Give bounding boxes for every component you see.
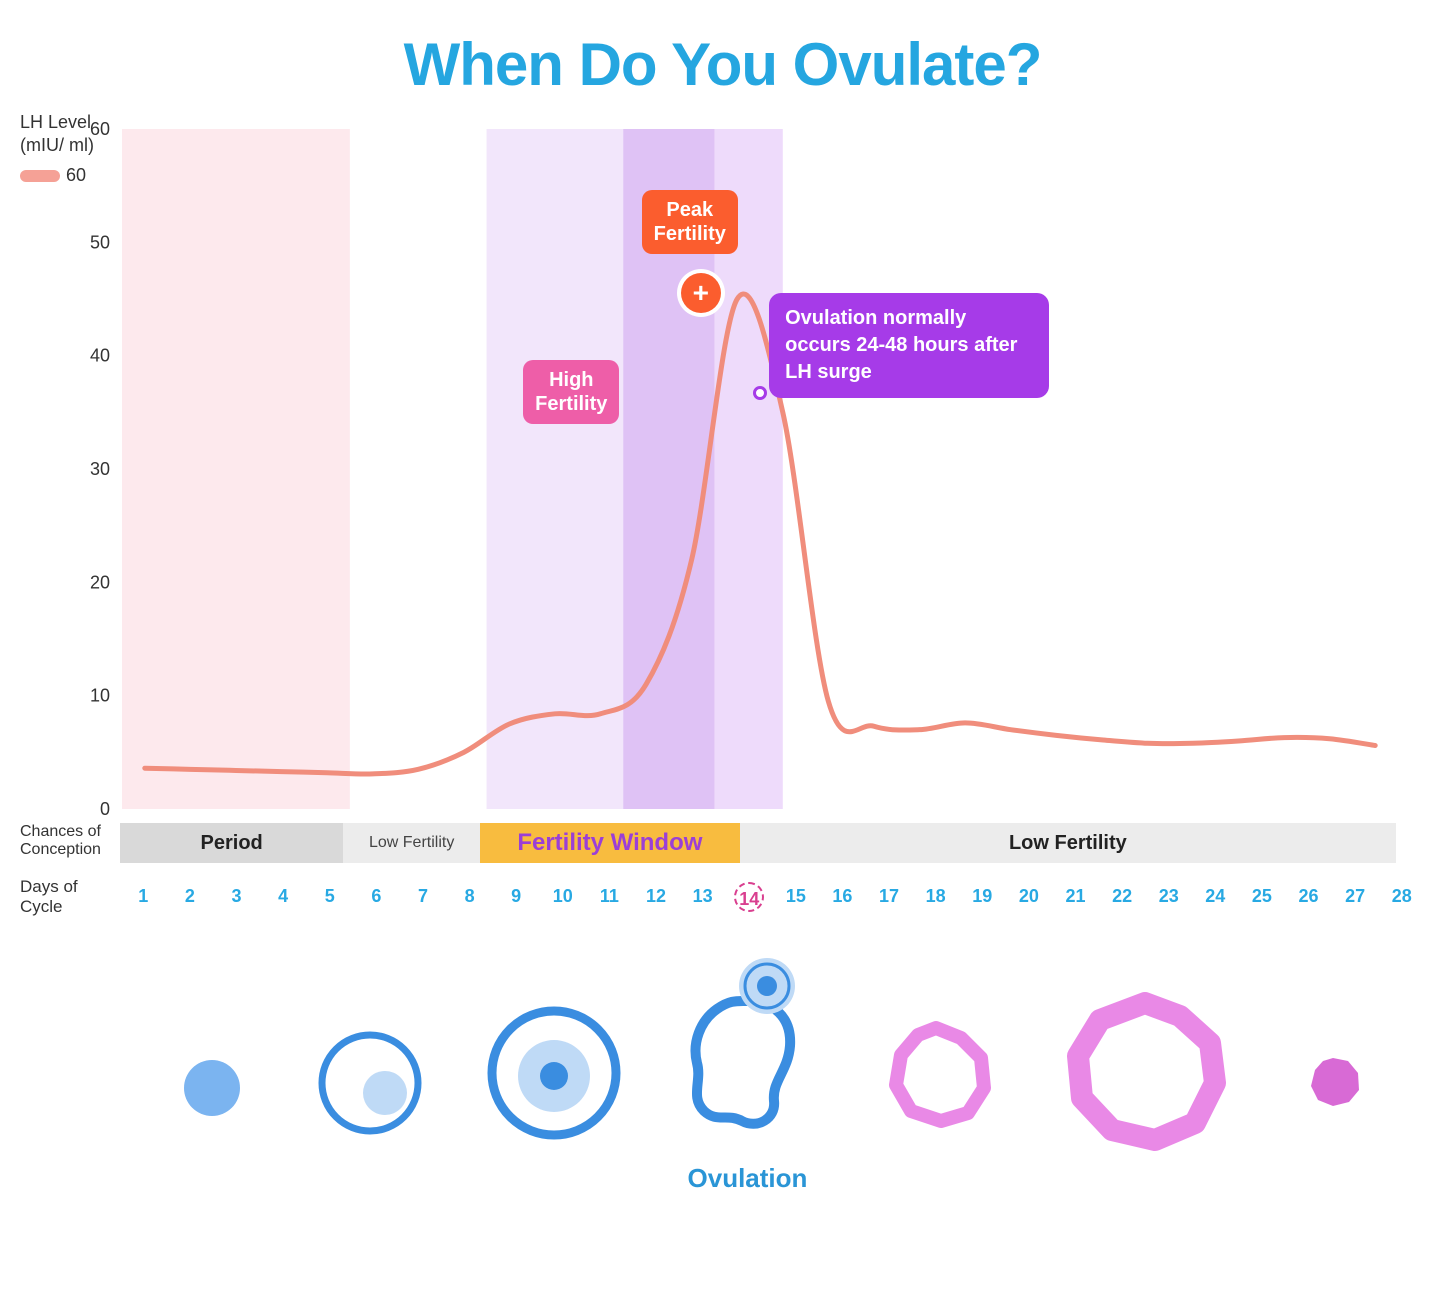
legend-max-value: 60 <box>66 165 86 185</box>
legend-swatch <box>20 170 60 182</box>
day-3: 3 <box>213 886 260 907</box>
day-6: 6 <box>353 886 400 907</box>
day-23: 23 <box>1145 886 1192 907</box>
days-label-l1: Days of <box>20 877 78 896</box>
day-4: 4 <box>260 886 307 907</box>
day-5: 5 <box>306 886 353 907</box>
day-18: 18 <box>912 886 959 907</box>
y-tick-10: 10 <box>90 686 110 706</box>
follicle-ovulation-icon: Ovulation <box>662 951 832 1194</box>
day-26: 26 <box>1285 886 1332 907</box>
phase-lowfert-left: Low Fertility <box>343 823 480 863</box>
page-title: When Do You Ovulate? <box>20 30 1425 99</box>
y-axis-label-l1: LH Level <box>20 111 94 134</box>
y-tick-50: 50 <box>90 232 110 252</box>
phase-fertility-window: Fertility Window <box>480 823 740 863</box>
chart-area: LH Level (mIU/ ml) 60 0102030405060 High… <box>120 119 1425 1194</box>
day-21: 21 <box>1052 886 1099 907</box>
day-7: 7 <box>400 886 447 907</box>
day-11: 11 <box>586 886 633 907</box>
follicle-icons-row: Ovulation <box>120 951 1425 1194</box>
days-row-label: Days of Cycle <box>20 877 120 916</box>
corpus-albicans-icon <box>1273 998 1393 1148</box>
day-22: 22 <box>1099 886 1146 907</box>
day-16: 16 <box>819 886 866 907</box>
phases-label-l1: Chances of <box>20 823 101 840</box>
high-fertility-l2: Fertility <box>535 392 607 416</box>
y-tick-0: 0 <box>100 799 110 819</box>
follicle-stage-3-icon <box>469 988 639 1158</box>
corpus-luteum-2-icon <box>1040 978 1250 1168</box>
high-fertility-badge: High Fertility <box>523 360 619 424</box>
peak-fertility-l2: Fertility <box>654 222 726 246</box>
phases-row: Chances of Conception PeriodLow Fertilit… <box>120 823 1425 863</box>
y-axis-label-l2: (mIU/ ml) <box>20 134 94 157</box>
phase-period: Period <box>120 823 343 863</box>
y-tick-20: 20 <box>90 572 110 592</box>
days-row: Days of Cycle 12345678910111213141516171… <box>120 877 1425 916</box>
day-8: 8 <box>446 886 493 907</box>
phases-row-label: Chances of Conception <box>20 823 120 863</box>
high-fertility-l1: High <box>535 368 607 392</box>
day-28: 28 <box>1378 886 1425 907</box>
day-17: 17 <box>866 886 913 907</box>
days-label-l2: Cycle <box>20 897 63 916</box>
day-10: 10 <box>539 886 586 907</box>
peak-fertility-badge: Peak Fertility <box>642 190 738 254</box>
peak-fertility-l1: Peak <box>654 198 726 222</box>
day-25: 25 <box>1239 886 1286 907</box>
plus-icon: + <box>681 273 721 313</box>
day-2: 2 <box>167 886 214 907</box>
y-axis-label: LH Level (mIU/ ml) 60 <box>20 111 94 187</box>
y-tick-30: 30 <box>90 459 110 479</box>
ovulation-callout-text: Ovulation normally occurs 24-48 hours af… <box>785 307 1017 383</box>
lh-chart: 0102030405060 <box>120 119 1400 819</box>
ovulation-callout: Ovulation normally occurs 24-48 hours af… <box>769 293 1049 398</box>
day-19: 19 <box>959 886 1006 907</box>
phases-label-l2: Conception <box>20 841 101 858</box>
day-12: 12 <box>633 886 680 907</box>
day-15: 15 <box>773 886 820 907</box>
day-13: 13 <box>679 886 726 907</box>
day-14: 14 <box>726 882 773 912</box>
follicle-stage-2-icon <box>295 998 445 1148</box>
day-9: 9 <box>493 886 540 907</box>
day-20: 20 <box>1006 886 1053 907</box>
day-27: 27 <box>1332 886 1379 907</box>
corpus-luteum-1-icon <box>856 993 1016 1153</box>
phase-lowfert-right: Low Fertility <box>740 823 1396 863</box>
day-24: 24 <box>1192 886 1239 907</box>
y-tick-40: 40 <box>90 346 110 366</box>
ovulation-label: Ovulation <box>688 1163 808 1194</box>
follicle-stage-1-icon <box>152 998 272 1148</box>
period-band <box>122 129 350 809</box>
day-1: 1 <box>120 886 167 907</box>
